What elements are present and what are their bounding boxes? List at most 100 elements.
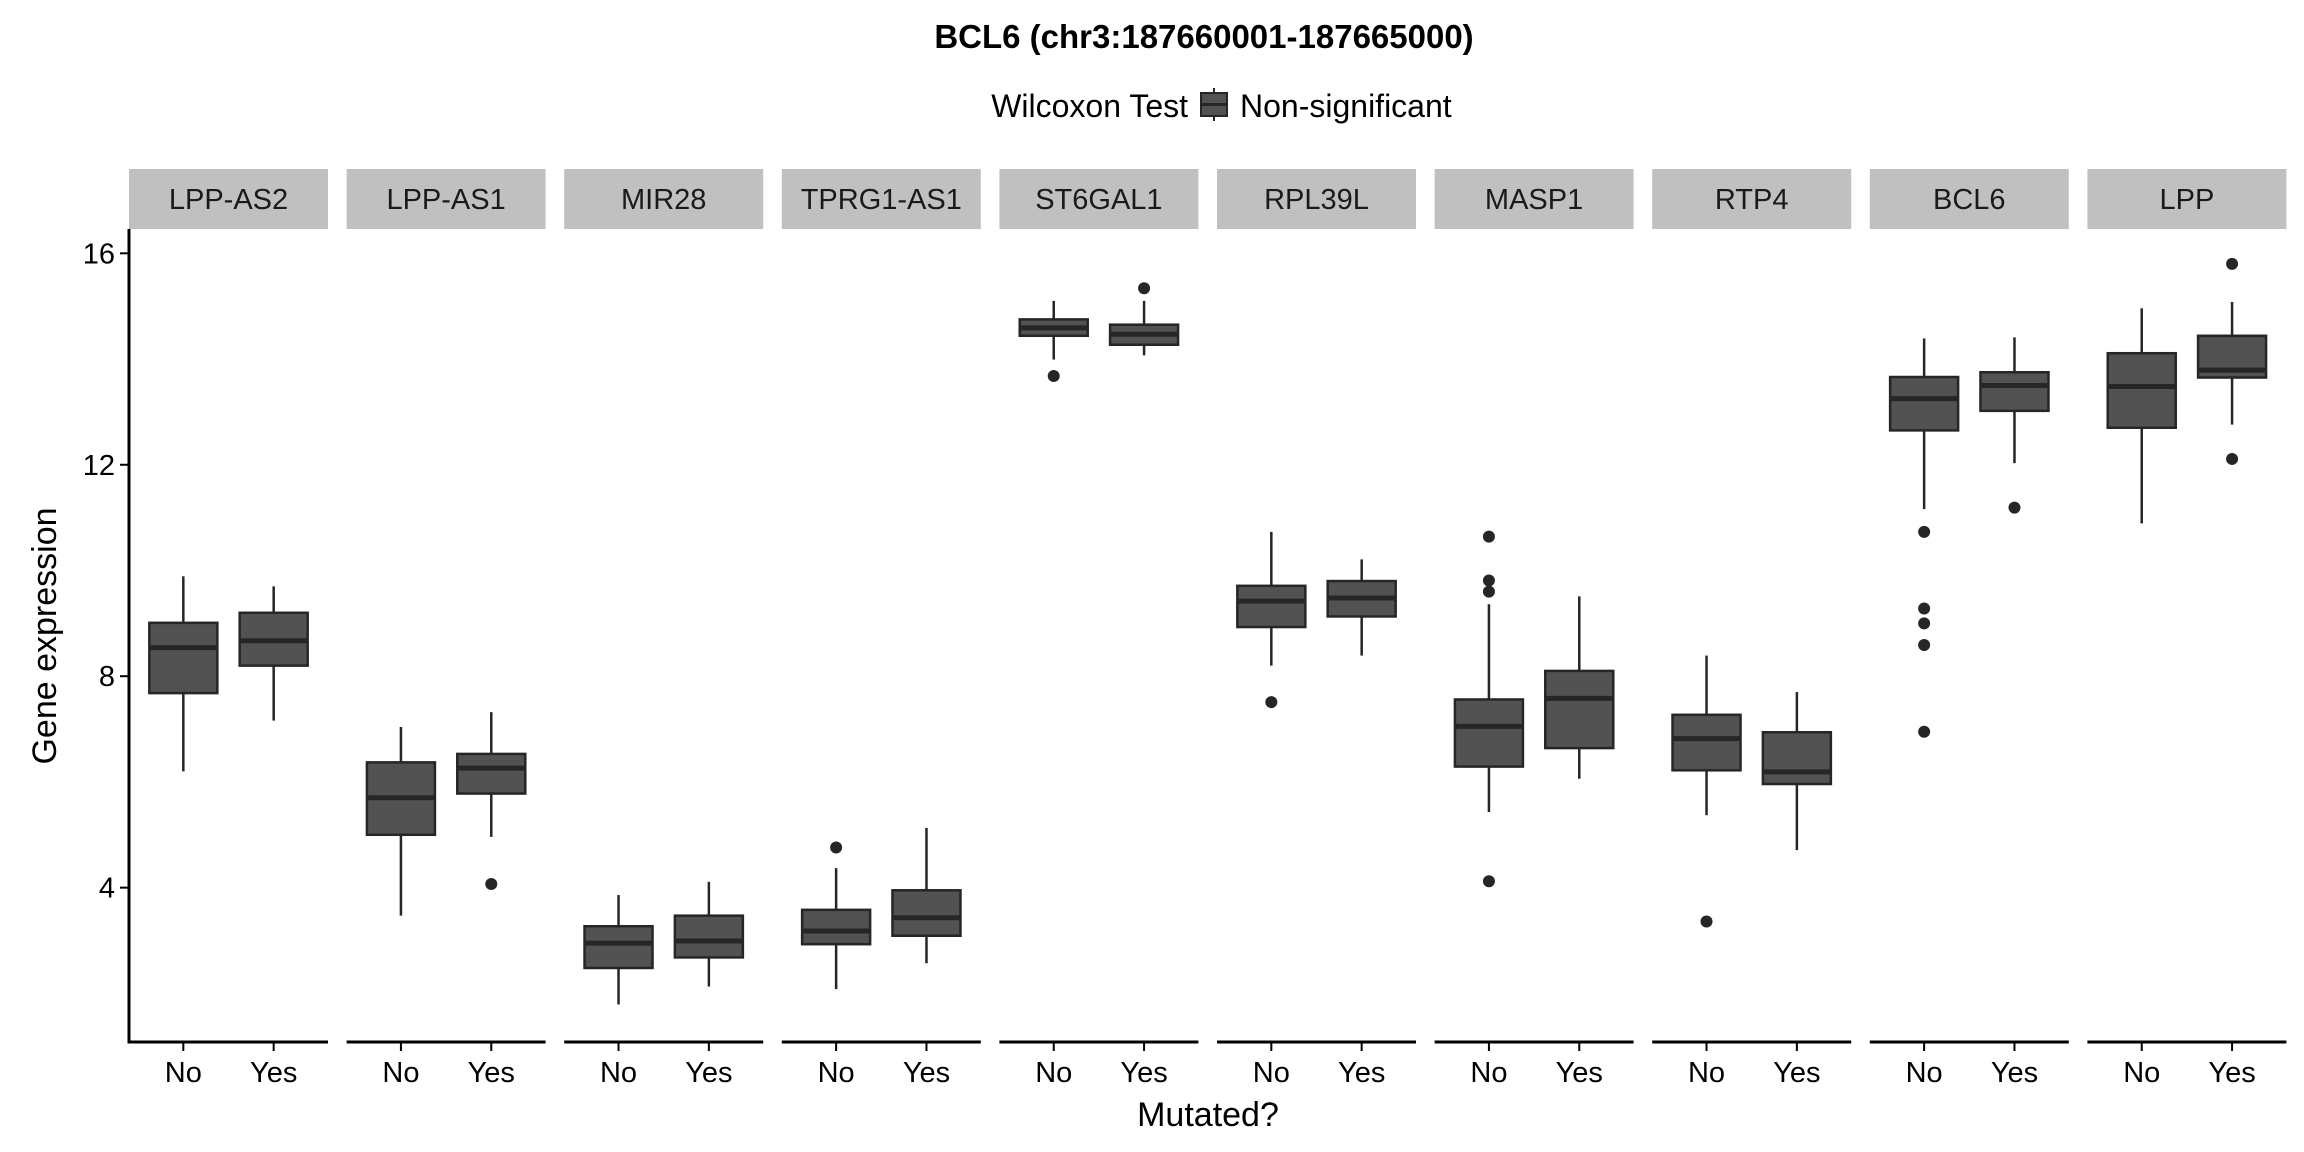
box-iqr	[148, 621, 219, 695]
facet-panel: MIR28 No Yes	[564, 169, 764, 1089]
facet-panel: ST6GAL1 No Yes	[999, 169, 1199, 1089]
facet-strip-label: BCL6	[1933, 184, 2006, 216]
box-iqr	[583, 924, 654, 970]
boxplot-yes	[673, 881, 745, 987]
box-iqr	[891, 889, 962, 937]
facet-panel: LPP-AS1 No Yes	[346, 169, 546, 1089]
legend: Wilcoxon Test Non-significant	[991, 88, 1452, 124]
outlier-point	[1918, 602, 1931, 615]
facet-strip	[564, 169, 764, 229]
box-iqr	[1888, 375, 1960, 432]
facet-strip-label: MIR28	[621, 184, 706, 216]
boxplot-no	[2106, 308, 2177, 524]
facet-strip-label: RPL39L	[1264, 184, 1369, 216]
x-tick-label: Yes	[1120, 1057, 1167, 1089]
box-iqr	[1544, 669, 1615, 750]
x-tick-label: Yes	[903, 1057, 950, 1089]
outlier-point	[1482, 585, 1495, 598]
boxplot-no	[583, 895, 654, 1005]
boxplot-yes	[1108, 282, 1180, 356]
x-tick-label: No	[1688, 1057, 1725, 1089]
boxplot-yes	[1544, 596, 1615, 779]
boxplot-no	[1888, 338, 1960, 738]
outlier-point	[1700, 915, 1713, 928]
facet-panel: RTP4 No Yes	[1652, 169, 1852, 1089]
facet-panels: LPP-AS2 No Yes LPP-AS1 No Yes MIR28 No Yes TPRG1-…	[129, 169, 2287, 1089]
legend-label: Non-significant	[1240, 88, 1452, 124]
legend-title: Wilcoxon Test	[991, 88, 1188, 124]
facet-panel: RPL39L No Yes	[1217, 169, 1416, 1089]
x-tick-label: Yes	[250, 1057, 297, 1089]
facet-panel: LPP No Yes	[2087, 169, 2287, 1089]
facet-strip	[1652, 169, 1852, 229]
x-tick-label: No	[1470, 1057, 1507, 1089]
outlier-point	[2226, 257, 2239, 270]
x-tick-label: Yes	[1773, 1057, 1820, 1089]
x-tick-label: No	[165, 1057, 202, 1089]
box-iqr	[673, 914, 745, 959]
facet-strip	[346, 169, 546, 229]
outlier-point	[1918, 639, 1931, 652]
legend-key-non-significant	[1200, 88, 1228, 121]
outlier-point	[2008, 501, 2021, 514]
x-tick-label: No	[1035, 1057, 1072, 1089]
outlier-point	[1482, 875, 1495, 888]
x-tick-label: Yes	[1556, 1057, 1603, 1089]
outlier-point	[1047, 369, 1060, 382]
facet-panel: LPP-AS2 No Yes	[129, 169, 328, 1089]
x-tick-label: No	[1906, 1057, 1943, 1089]
outlier-point	[1918, 725, 1931, 738]
x-tick-label: Yes	[1338, 1057, 1385, 1089]
boxplot-yes	[1979, 337, 2050, 514]
x-tick-label: No	[382, 1057, 419, 1089]
outlier-point	[1918, 525, 1931, 538]
facet-strip-label: MASP1	[1485, 184, 1583, 216]
facet-strip	[2087, 169, 2287, 229]
facet-strip-label: LPP-AS1	[386, 184, 505, 216]
y-tick-label: 16	[83, 238, 115, 270]
outlier-point	[830, 841, 843, 854]
y-axis: 4 8 12 16	[83, 229, 131, 1044]
outlier-point	[1918, 617, 1931, 630]
boxplot-yes	[1326, 559, 1397, 656]
facet-strip-label: TPRG1-AS1	[801, 184, 962, 216]
x-tick-label: No	[818, 1057, 855, 1089]
outlier-point	[1482, 574, 1495, 587]
facet-strip-label: LPP-AS2	[169, 184, 288, 216]
x-axis-title: Mutated?	[1137, 1096, 1279, 1134]
facet-strip-label: ST6GAL1	[1035, 184, 1162, 216]
x-tick-label: Yes	[685, 1057, 732, 1089]
outlier-point	[485, 877, 498, 890]
box-iqr	[456, 752, 527, 795]
boxplot-yes	[1761, 692, 1833, 851]
boxplot-yes	[456, 712, 527, 890]
facet-strip-label: RTP4	[1715, 184, 1789, 216]
box-iqr	[800, 908, 872, 946]
facet-strip	[129, 169, 328, 229]
box-iqr	[1671, 713, 1742, 772]
boxplot-yes	[2196, 257, 2268, 465]
x-tick-label: Yes	[2208, 1057, 2255, 1089]
facet-strip	[1434, 169, 1634, 229]
facet-strip-label: LPP	[2159, 184, 2214, 216]
outlier-point	[1265, 696, 1278, 709]
boxplot-yes	[238, 586, 309, 721]
boxplot-no	[148, 576, 219, 772]
x-tick-label: No	[600, 1057, 637, 1089]
outlier-point	[1138, 282, 1151, 295]
box-iqr	[1979, 371, 2050, 413]
x-tick-label: Yes	[1991, 1057, 2038, 1089]
boxplot-no	[1236, 531, 1307, 709]
y-axis-title: Gene expression	[26, 507, 64, 764]
outlier-point	[1482, 530, 1495, 543]
boxplot-no	[1453, 530, 1525, 888]
facet-panel: MASP1 No Yes	[1434, 169, 1634, 1089]
boxplot-no	[365, 726, 437, 916]
facet-panel: BCL6 No Yes	[1869, 169, 2069, 1089]
box-iqr	[1453, 698, 1525, 768]
facet-strip	[1869, 169, 2069, 229]
y-tick-label: 4	[99, 873, 115, 905]
y-tick-label: 12	[83, 450, 115, 482]
box-iqr	[1761, 730, 1833, 786]
